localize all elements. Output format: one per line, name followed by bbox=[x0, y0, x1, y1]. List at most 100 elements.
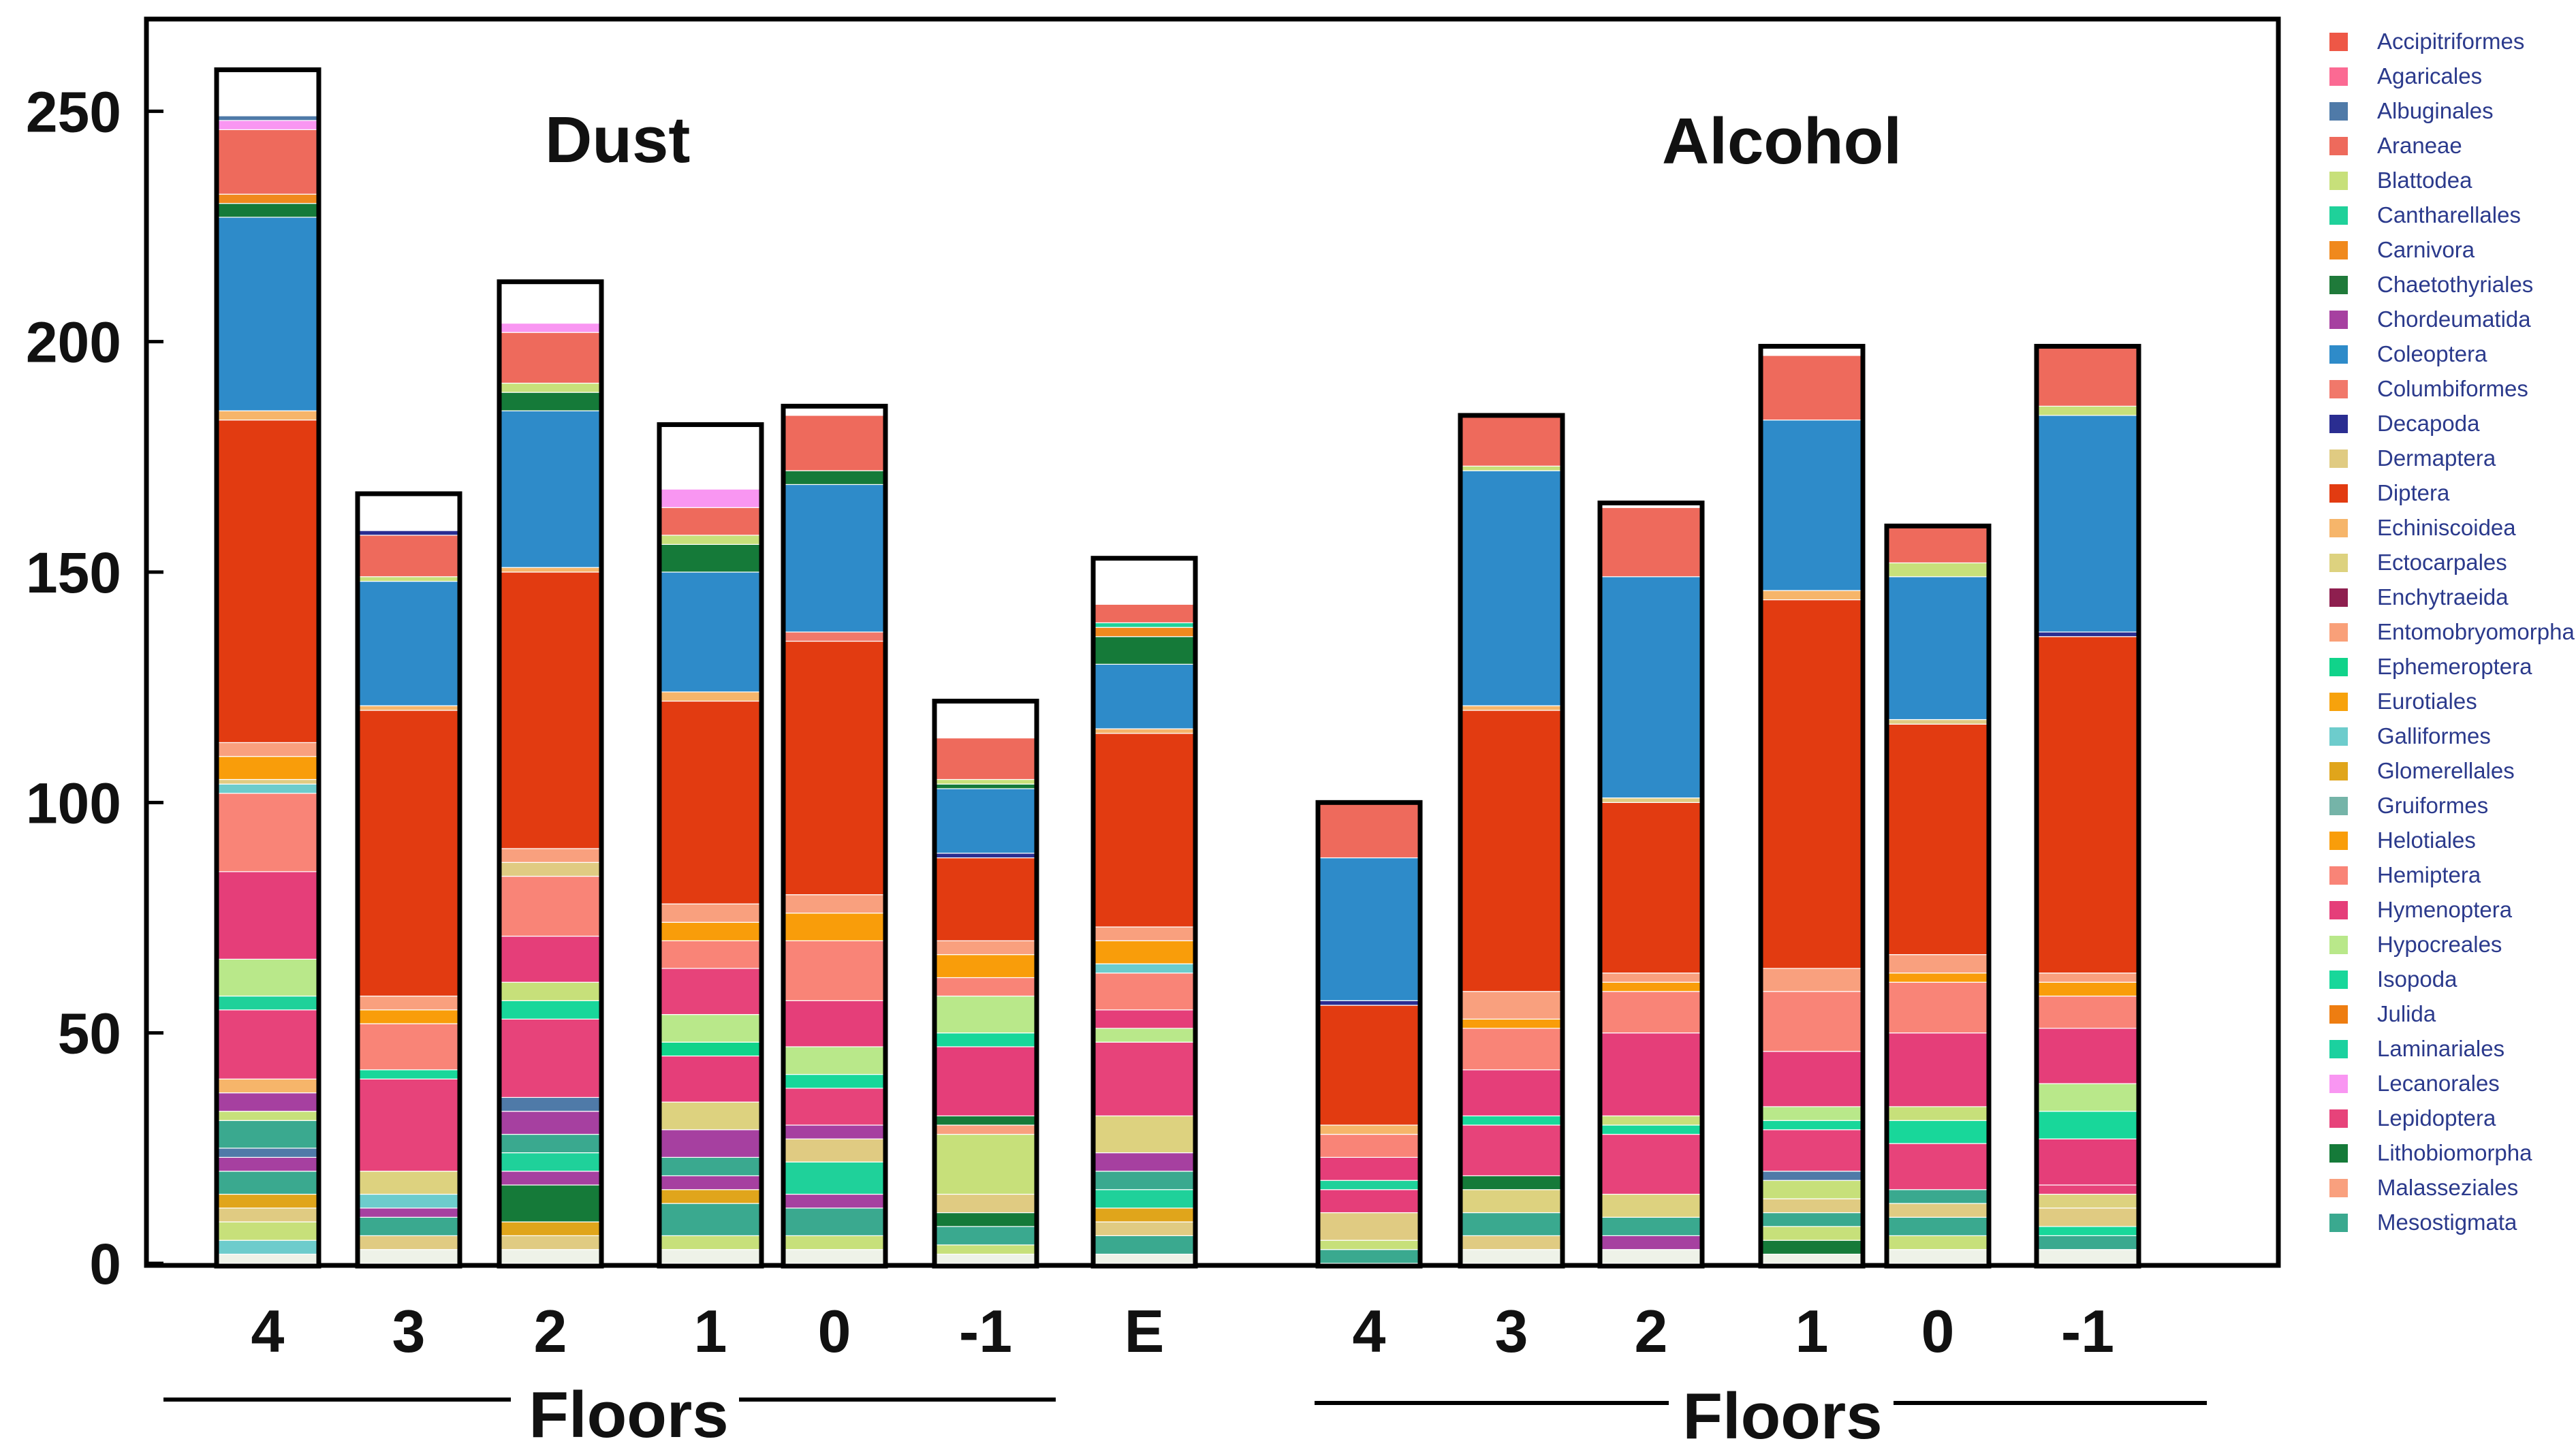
bar-segment bbox=[1599, 797, 1703, 803]
bar-segment bbox=[499, 382, 602, 393]
bar-segment bbox=[216, 958, 319, 997]
bar-outline bbox=[214, 67, 321, 1269]
legend-swatch bbox=[2329, 1005, 2348, 1024]
bar-segment bbox=[934, 1046, 1037, 1117]
bar-segment bbox=[783, 1088, 886, 1126]
y-axis: 0 50 100 150 200 250 bbox=[26, 80, 163, 1296]
x-tick-label: E bbox=[1125, 1297, 1165, 1365]
legend-label: Decapoda bbox=[2377, 411, 2480, 436]
bar-segment bbox=[659, 507, 762, 536]
bar-segment bbox=[2036, 1184, 2139, 1195]
bar-segment bbox=[2036, 345, 2139, 407]
bar-segment bbox=[659, 488, 762, 508]
bar-segment bbox=[216, 1111, 319, 1121]
legend-label: Araneae bbox=[2377, 133, 2462, 158]
bar-segment bbox=[659, 1249, 762, 1264]
bar-segment bbox=[499, 1171, 602, 1186]
bar-segment bbox=[1886, 1032, 1990, 1107]
bar-segment bbox=[1599, 1115, 1703, 1126]
bar-outlines-layer bbox=[214, 67, 2141, 1269]
bar-segment bbox=[499, 410, 602, 568]
legend-swatch bbox=[2329, 866, 2348, 885]
bar-segment bbox=[1460, 1124, 1563, 1177]
bar-segment bbox=[357, 1171, 460, 1195]
bar-segment bbox=[216, 871, 319, 960]
bar-outline bbox=[1315, 800, 1423, 1269]
legend-swatch bbox=[2329, 1179, 2348, 1197]
bar-segment bbox=[216, 1240, 319, 1255]
bar-outline bbox=[1884, 523, 1992, 1269]
bar-segment bbox=[357, 530, 460, 536]
bar-segment bbox=[357, 1208, 460, 1218]
bar-segment bbox=[1886, 1189, 1990, 1204]
bar-segment bbox=[659, 1156, 762, 1177]
legend-swatch bbox=[2329, 762, 2348, 780]
bar-segment bbox=[357, 576, 460, 582]
legend-label: Columbiformes bbox=[2377, 376, 2528, 401]
bar-outline bbox=[657, 422, 764, 1269]
bar-segment bbox=[499, 1133, 602, 1154]
legend-swatch bbox=[2329, 380, 2348, 398]
bar-segment bbox=[1093, 636, 1196, 665]
bar-segment bbox=[2036, 415, 2139, 633]
legend-swatch bbox=[2329, 1214, 2348, 1232]
bar-segment bbox=[499, 571, 602, 849]
bar-segment bbox=[1317, 1124, 1421, 1135]
legend-label: Coleoptera bbox=[2377, 341, 2487, 366]
bar-segment bbox=[783, 1073, 886, 1089]
bar-segment bbox=[357, 1023, 460, 1071]
bar-segment bbox=[499, 981, 602, 1001]
bar-segment bbox=[499, 1235, 602, 1250]
bar-segment bbox=[659, 940, 762, 969]
bar-segment bbox=[2036, 981, 2139, 997]
bar-segment bbox=[1760, 590, 1864, 601]
bar-segment bbox=[1886, 1203, 1990, 1218]
legend-swatch bbox=[2329, 1144, 2348, 1163]
legend-swatch bbox=[2329, 901, 2348, 919]
x-tick-label: 4 bbox=[251, 1297, 285, 1365]
bar-outline bbox=[1758, 343, 1866, 1269]
bar-segment bbox=[1599, 1249, 1703, 1264]
bar-segment bbox=[216, 995, 319, 1011]
bar-segment bbox=[357, 1009, 460, 1024]
bar-segment bbox=[1093, 1171, 1196, 1190]
x-tick-label: 1 bbox=[694, 1297, 727, 1365]
bar-segment bbox=[1093, 973, 1196, 1011]
bar-segment bbox=[1886, 525, 1990, 564]
legend-swatch bbox=[2329, 102, 2348, 121]
bar-segment bbox=[1460, 1249, 1563, 1264]
bar-segment bbox=[1760, 1106, 1864, 1121]
x-tick-label: 0 bbox=[818, 1297, 851, 1365]
bar-segment bbox=[357, 580, 460, 706]
bar-segment bbox=[934, 995, 1037, 1034]
bar-segment bbox=[659, 1189, 762, 1204]
legend-swatch bbox=[2329, 832, 2348, 850]
bar-segment bbox=[1599, 981, 1703, 992]
legend-label: Julida bbox=[2377, 1001, 2436, 1026]
bar-segment bbox=[2036, 1235, 2139, 1250]
legend-label: Galliformes bbox=[2377, 723, 2491, 748]
bar-segment bbox=[659, 535, 762, 545]
bar-segment bbox=[499, 875, 602, 937]
bar-segment bbox=[499, 1018, 602, 1099]
bar-segment bbox=[357, 995, 460, 1011]
bar-segment bbox=[783, 1124, 886, 1139]
bar-segment bbox=[1460, 1018, 1563, 1029]
legend-label: Hemiptera bbox=[2377, 862, 2481, 887]
bar-segment bbox=[216, 217, 319, 411]
bar-segment bbox=[934, 737, 1037, 780]
legend-swatch bbox=[2329, 241, 2348, 259]
bar-segment bbox=[1886, 562, 1990, 578]
legend-swatch bbox=[2329, 172, 2348, 190]
bar-segment bbox=[216, 193, 319, 204]
bar-segment bbox=[1599, 802, 1703, 974]
x-tick-label: 2 bbox=[1635, 1297, 1668, 1365]
bar-segment bbox=[659, 1129, 762, 1158]
bar-segment bbox=[1093, 963, 1196, 974]
bar-segment bbox=[1599, 1124, 1703, 1135]
bar-segment bbox=[1093, 1208, 1196, 1222]
legend-swatch bbox=[2329, 345, 2348, 364]
bar-segment bbox=[1760, 1180, 1864, 1199]
bar-segment bbox=[1093, 1221, 1196, 1236]
x-tick-label: 4 bbox=[1353, 1297, 1386, 1365]
